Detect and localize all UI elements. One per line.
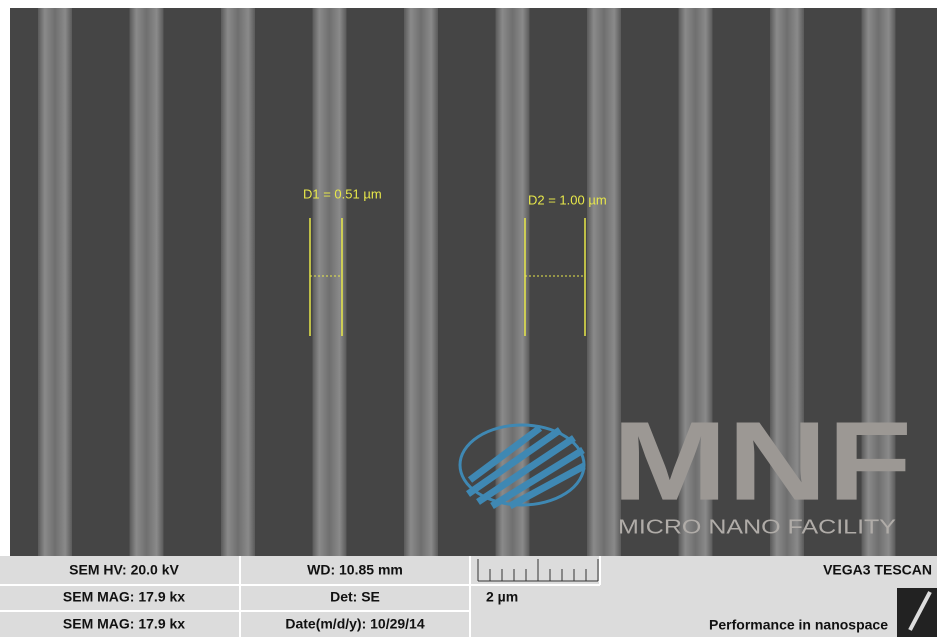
stripe bbox=[221, 8, 255, 556]
sem-screenshot: D1 = 0.51 µm D2 = 1.00 µm MNF MICRO NANO… bbox=[0, 0, 937, 637]
measurement-label: D2 = 1.00 µm bbox=[528, 192, 607, 207]
logo-text: MNF bbox=[612, 399, 912, 524]
info-cell: WD: 10.85 mm bbox=[307, 562, 403, 578]
stripe bbox=[130, 8, 164, 556]
info-cell: Date(m/d/y): 10/29/14 bbox=[285, 616, 424, 632]
info-cell: Performance in nanospace bbox=[709, 617, 888, 633]
info-cell: SEM MAG: 17.9 kx bbox=[63, 616, 185, 632]
info-cell: SEM MAG: 17.9 kx bbox=[63, 589, 185, 605]
info-cell: VEGA3 TESCAN bbox=[823, 562, 932, 578]
stripe bbox=[38, 8, 72, 556]
info-cell: 2 µm bbox=[486, 589, 518, 605]
info-cell: Det: SE bbox=[330, 589, 380, 605]
logo-subtitle: MICRO NANO FACILITY bbox=[618, 516, 896, 538]
stripe bbox=[404, 8, 438, 556]
measurement-label: D1 = 0.51 µm bbox=[303, 186, 382, 201]
info-cell: SEM HV: 20.0 kV bbox=[69, 562, 179, 578]
